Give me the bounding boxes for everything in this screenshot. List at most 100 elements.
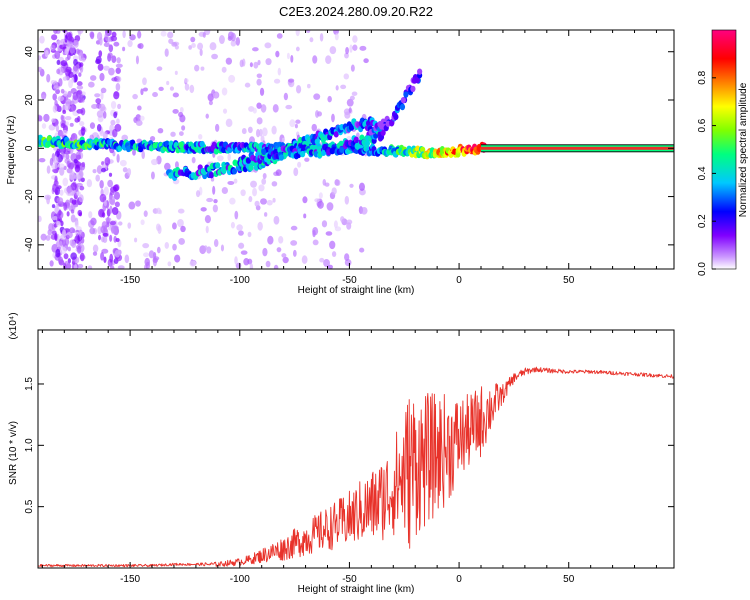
spectrum-speckle [54,232,58,242]
spectrum-speckle [323,258,330,268]
spectrum-speckle [325,231,333,236]
spectrum-speckle [191,42,196,49]
spectrum-speckle [122,46,126,52]
spectrum-speckle [67,90,72,98]
spectrum-speckle [76,85,84,90]
spectrum-speckle [101,221,108,230]
spectrum-speckle [55,88,61,95]
spectrum-speckle [243,258,250,266]
spectrum-speckle [38,215,42,223]
spectrum-speckle [103,199,108,207]
spectrum-speckle [113,41,120,47]
spectrogram-axes: -150 -100 -50 0 50 -40 -20 0 20 40 [24,30,674,286]
x-tick-label: -50 [342,275,357,286]
spectrum-speckle [281,253,287,258]
spectrum-speckle [200,207,207,212]
spectrum-speckle [208,100,213,106]
x-tick-label: -100 [230,574,250,585]
spectrum-speckle [55,248,61,258]
colorbar-tick-label: 0.4 [697,166,708,180]
colorbar-axis: 0.0 0.2 0.4 0.6 0.8 [697,70,716,276]
spectrum-speckle [72,91,79,101]
spectrum-speckle [78,229,83,237]
spectrum-speckle [119,159,127,167]
spectrum-speckle [99,36,103,46]
spectrum-speckle [73,158,78,164]
spectrum-speckle [230,32,236,42]
spectrum-speckle [73,39,79,48]
spectrum-speckle [259,128,263,137]
spectrum-speckle [142,243,150,249]
spectrum-speckle [73,264,78,269]
y-tick-label: 0 [24,145,35,151]
spectrum-speckle [335,179,341,186]
spectrum-speckle [225,118,233,128]
snr-y-axis-label: SNR (10 * v/v) [8,421,19,485]
spectrum-speckle [116,118,120,125]
spectrum-speckle [335,85,339,91]
spectrum-speckle [221,66,227,73]
x-tick-label: 0 [456,275,462,286]
spectrum-speckle [294,123,298,129]
spectrum-speckle [311,123,317,132]
spectrum-speckle [169,86,175,91]
spectrum-speckle [137,43,142,49]
spectrum-peak [261,148,267,156]
spectrum-speckle [95,174,100,182]
spectrum-speckle [61,229,66,237]
spectrum-speckle [109,253,114,263]
spectrum-speckle [44,50,49,58]
spectrum-speckle [79,120,85,127]
spectrum-speckle [90,217,97,226]
spectrum-speckle [66,186,73,193]
spectrum-speckle [103,256,107,263]
spectrum-speckle [52,183,58,193]
spectrum-peak [46,135,52,142]
spectrum-speckle [295,84,302,94]
spectrum-speckle [164,162,171,171]
spectrum-speckle [340,216,345,223]
spectrum-peak [403,91,409,98]
spectrum-peak [417,68,423,75]
spectrum-speckle [79,185,85,191]
spectrum-speckle [122,30,126,39]
spectrum-speckle [259,87,265,96]
spectrogram-marks [38,30,674,269]
spectrum-speckle [198,133,203,140]
spectrum-speckle [110,100,117,110]
spectrum-speckle [69,44,75,54]
spectrum-speckle [127,222,132,229]
spectrum-speckle [68,71,74,78]
spectrum-speckle [247,231,252,238]
spectrum-speckle [65,154,70,160]
spectrum-speckle [109,220,117,226]
spectrum-speckle [149,135,156,142]
spectrum-speckle [306,30,311,34]
spectrum-speckle [55,124,60,133]
spectrum-speckle [145,261,151,269]
spectrum-speckle [88,81,95,88]
spectrum-speckle [107,52,113,59]
spectrum-speckle [128,201,136,210]
spectrum-speckle [108,67,115,76]
spectrum-speckle [63,253,69,260]
spectrum-speckle [172,92,179,98]
spectrum-speckle [326,202,334,211]
colorbar-tick-label: 0.6 [697,118,708,132]
spectrum-speckle [107,179,114,188]
spectrum-speckle [139,115,145,121]
spectrum-speckle [141,150,145,160]
spectrum-speckle [59,246,67,255]
snr-y-scale-label: (x10⁴) [8,312,19,339]
spectrum-speckle [137,105,142,111]
spectrum-speckle [59,131,64,137]
spectrum-speckle [54,50,61,60]
spectrum-speckle [81,98,85,103]
spectrum-speckle [88,211,93,219]
spectrum-speckle [116,57,121,64]
spectrum-speckle [63,165,67,171]
spectrum-speckle [49,260,54,267]
spectrum-speckle [41,123,47,129]
y-tick-label: 1.0 [24,438,35,452]
spectrum-speckle [62,76,68,81]
